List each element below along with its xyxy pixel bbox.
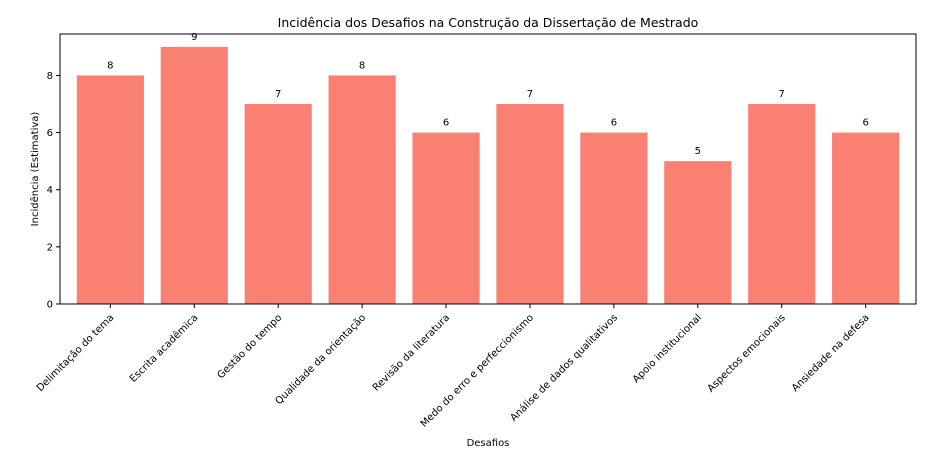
chart-title: Incidência dos Desafios na Construção da… — [278, 15, 699, 30]
bar — [580, 132, 648, 304]
x-tick-label: Escrita acadêmica — [127, 312, 200, 385]
x-axis: Delimitação do tema Escrita acadêmica Gest… — [35, 304, 872, 430]
x-axis-label: Desafios — [467, 438, 510, 449]
bar — [160, 46, 228, 304]
bar-value-label: 9 — [191, 32, 197, 43]
y-tick-label: 8 — [47, 71, 53, 82]
bar-value-label: 6 — [443, 118, 449, 129]
bar — [832, 132, 900, 304]
bar — [328, 75, 396, 304]
x-tick-label: Qualidade da orientação — [273, 312, 368, 407]
bar-value-label: 7 — [779, 89, 785, 100]
x-tick-label: Revisão da literatura — [371, 312, 452, 393]
y-axis: 0 2 4 6 8 — [47, 71, 60, 311]
bar-value-label: 8 — [359, 60, 365, 71]
plot-frame — [59, 33, 917, 305]
x-tick-label: Apoio institucional — [631, 312, 704, 385]
bar — [496, 104, 564, 304]
y-tick-label: 6 — [47, 128, 53, 139]
x-tick-label: Aspectos emocionais — [706, 312, 788, 394]
y-tick-label: 0 — [47, 300, 53, 311]
data-labels-group: 8 9 7 8 6 7 6 5 7 6 — [107, 32, 869, 157]
bar-value-label: 6 — [862, 118, 868, 129]
y-tick-label: 2 — [47, 242, 53, 253]
bar-value-label: 7 — [527, 89, 533, 100]
x-tick-label: Delimitação do tema — [35, 312, 117, 394]
x-tick-label: Gestão do tempo — [215, 312, 284, 381]
bar — [748, 104, 816, 304]
bars-group — [76, 46, 900, 304]
y-axis-label: Incidência (Estimativa) — [29, 112, 41, 227]
x-tick-label: Ansiedade na defesa — [790, 312, 872, 394]
bar-value-label: 6 — [611, 118, 617, 129]
bar-value-label: 7 — [275, 89, 281, 100]
bar — [76, 75, 144, 304]
bar-value-label: 5 — [695, 146, 701, 157]
bar — [412, 132, 480, 304]
bar-value-label: 8 — [107, 60, 113, 71]
bar — [664, 161, 732, 304]
bar — [244, 104, 312, 304]
y-tick-label: 4 — [47, 185, 53, 196]
